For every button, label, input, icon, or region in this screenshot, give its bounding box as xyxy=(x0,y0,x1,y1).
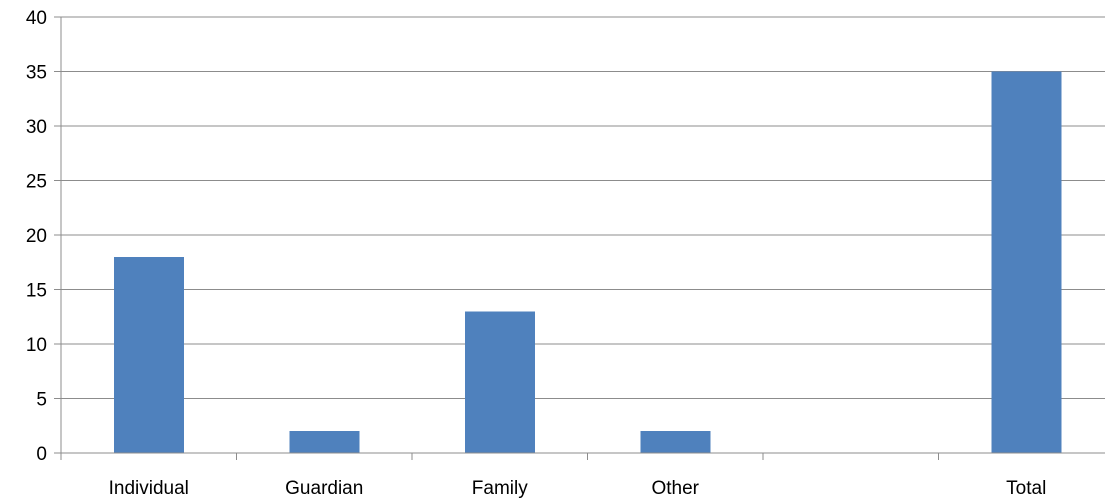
x-tick-label-individual: Individual xyxy=(109,478,189,499)
y-tick-label-0: 0 xyxy=(36,444,47,465)
y-tick-label-15: 15 xyxy=(26,281,47,302)
x-tick-label-total: Total xyxy=(1006,478,1046,499)
bar-guardian xyxy=(289,431,360,453)
bar-other xyxy=(640,431,711,453)
bar-individual xyxy=(113,256,184,453)
y-tick-label-20: 20 xyxy=(26,226,47,247)
x-tick-label-family: Family xyxy=(472,478,528,499)
y-tick-label-30: 30 xyxy=(26,117,47,138)
bar-family xyxy=(464,311,535,453)
gridlines xyxy=(61,16,1105,400)
y-tick-label-35: 35 xyxy=(26,63,47,84)
tick-labels: 0 5 10 15 20 25 30 35 40 Individual Guardian Family… xyxy=(26,8,1046,499)
x-tick-label-guardian: Guardian xyxy=(285,478,363,499)
y-tick-label-25: 25 xyxy=(26,172,47,193)
y-tick-label-40: 40 xyxy=(26,8,47,29)
axes xyxy=(54,16,1105,460)
y-tick-label-10: 10 xyxy=(26,335,47,356)
x-tick-label-other: Other xyxy=(651,478,699,499)
bars xyxy=(113,71,1062,453)
bar-total xyxy=(991,71,1062,453)
y-tick-label-5: 5 xyxy=(36,390,47,411)
